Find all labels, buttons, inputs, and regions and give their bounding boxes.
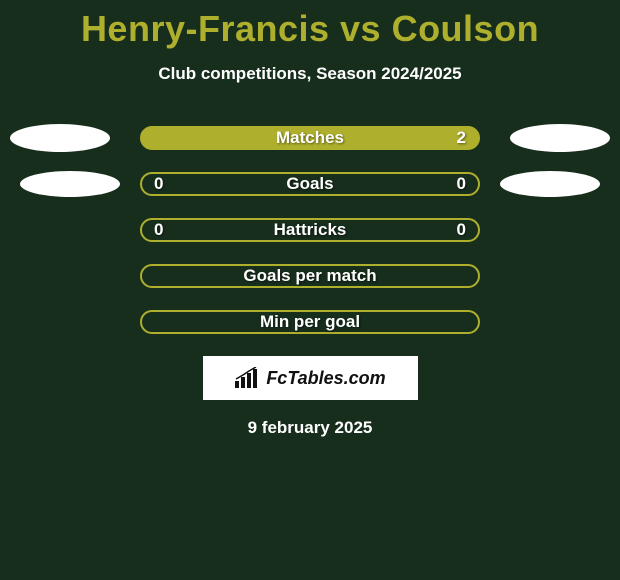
infographic-container: Henry-Francis vs Coulson Club competitio…: [0, 0, 620, 438]
stats-area: Matches 2 0 Goals 0 0 Hattricks 0: [0, 126, 620, 334]
stat-label: Hattricks: [274, 220, 347, 240]
player-marker-left: [20, 171, 120, 197]
logo-box: FcTables.com: [203, 356, 418, 400]
stat-bar-goals-per-match: Goals per match: [140, 264, 480, 288]
stat-label: Goals: [286, 174, 333, 194]
stat-bar-min-per-goal: Min per goal: [140, 310, 480, 334]
stat-label: Goals per match: [243, 266, 376, 286]
stat-value-left: 0: [154, 174, 163, 194]
stat-row: 0 Goals 0: [0, 172, 620, 196]
stat-bar-goals: 0 Goals 0: [140, 172, 480, 196]
logo-text: FcTables.com: [266, 368, 385, 389]
stat-value-left: 0: [154, 220, 163, 240]
player-marker-left: [10, 124, 110, 152]
player-marker-right: [510, 124, 610, 152]
stat-label: Min per goal: [260, 312, 360, 332]
stat-row: Min per goal: [0, 310, 620, 334]
chart-icon: [234, 367, 260, 389]
page-title: Henry-Francis vs Coulson: [81, 8, 539, 50]
stat-row: 0 Hattricks 0: [0, 218, 620, 242]
stat-value-right: 0: [457, 174, 466, 194]
stat-value-right: 0: [457, 220, 466, 240]
stat-label: Matches: [276, 128, 344, 148]
stat-bar-hattricks: 0 Hattricks 0: [140, 218, 480, 242]
stat-bar-matches: Matches 2: [140, 126, 480, 150]
player-marker-right: [500, 171, 600, 197]
date-label: 9 february 2025: [248, 418, 373, 438]
stat-row: Goals per match: [0, 264, 620, 288]
stat-row: Matches 2: [0, 126, 620, 150]
stat-value-right: 2: [457, 128, 466, 148]
subtitle: Club competitions, Season 2024/2025: [158, 64, 461, 84]
